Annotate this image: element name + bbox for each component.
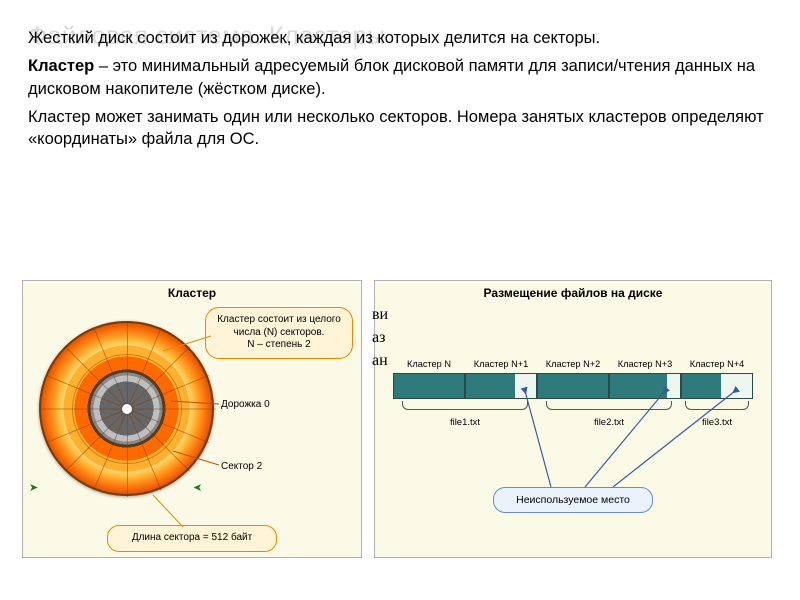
stray-text: аз <box>372 329 385 347</box>
label-track: Дорожка 0 <box>221 399 270 410</box>
stray-text: ви <box>372 306 388 324</box>
file-label: file3.txt <box>681 417 753 428</box>
cluster-bars <box>393 373 753 399</box>
cluster-bar <box>465 373 537 399</box>
bubble-cluster-def: Кластер состоит из целого числа (N) сект… <box>205 307 353 359</box>
cluster-label: Кластер N+1 <box>465 359 537 369</box>
panel-file-placement: Размещение файлов на диске Кластер NКлас… <box>374 280 772 558</box>
panel-cluster-disk: Кластер ➤ ➤ Кластер состоит из целого чи… <box>22 280 362 558</box>
brace <box>681 401 753 415</box>
cluster-labels: Кластер NКластер N+1Кластер N+2Кластер N… <box>393 359 753 369</box>
disk-graphic <box>39 321 214 496</box>
cluster-label: Кластер N+4 <box>681 359 753 369</box>
rotation-arrow-icon: ➤ <box>193 481 202 494</box>
paragraph-1: Жесткий диск состоит из дорожек, каждая … <box>28 27 772 49</box>
hub-icon <box>122 404 132 414</box>
file-braces <box>393 401 753 415</box>
cluster-bar <box>393 373 465 399</box>
brace <box>393 401 537 415</box>
paragraph-2: Кластер – это минимальный адресуемый бло… <box>28 55 772 100</box>
cluster-label: Кластер N+2 <box>537 359 609 369</box>
file-labels: file1.txtfile2.txtfile3.txt <box>393 417 753 428</box>
file-label: file2.txt <box>537 417 681 428</box>
cluster-label: Кластер N+3 <box>609 359 681 369</box>
unused-space-bubble: Неиспользуемое место <box>493 487 653 513</box>
file-label: file1.txt <box>393 417 537 428</box>
bubble-sector-length: Длина сектора = 512 байт <box>107 525 277 552</box>
rotation-arrow-icon: ➤ <box>29 481 38 494</box>
para2-rest: – это минимальный адресуемый блок дисков… <box>28 57 755 97</box>
cluster-bar <box>537 373 609 399</box>
term-cluster: Кластер <box>28 57 94 75</box>
label-sector: Сектор 2 <box>221 461 262 472</box>
paragraph-3: Кластер может занимать один или нескольк… <box>28 106 772 151</box>
cluster-bar <box>609 373 681 399</box>
panelA-title: Кластер <box>23 281 361 302</box>
cluster-bar <box>681 373 753 399</box>
stray-text: ан <box>372 352 388 370</box>
figures-row: Кластер ➤ ➤ Кластер состоит из целого чи… <box>22 280 778 558</box>
cluster-label: Кластер N <box>393 359 465 369</box>
panelB-title: Размещение файлов на диске <box>375 281 771 302</box>
brace <box>537 401 681 415</box>
cluster-row: Кластер NКластер N+1Кластер N+2Кластер N… <box>393 359 753 428</box>
disk-icon <box>39 321 214 496</box>
slide: Файловая система. Кластеры Жесткий диск … <box>0 0 800 150</box>
